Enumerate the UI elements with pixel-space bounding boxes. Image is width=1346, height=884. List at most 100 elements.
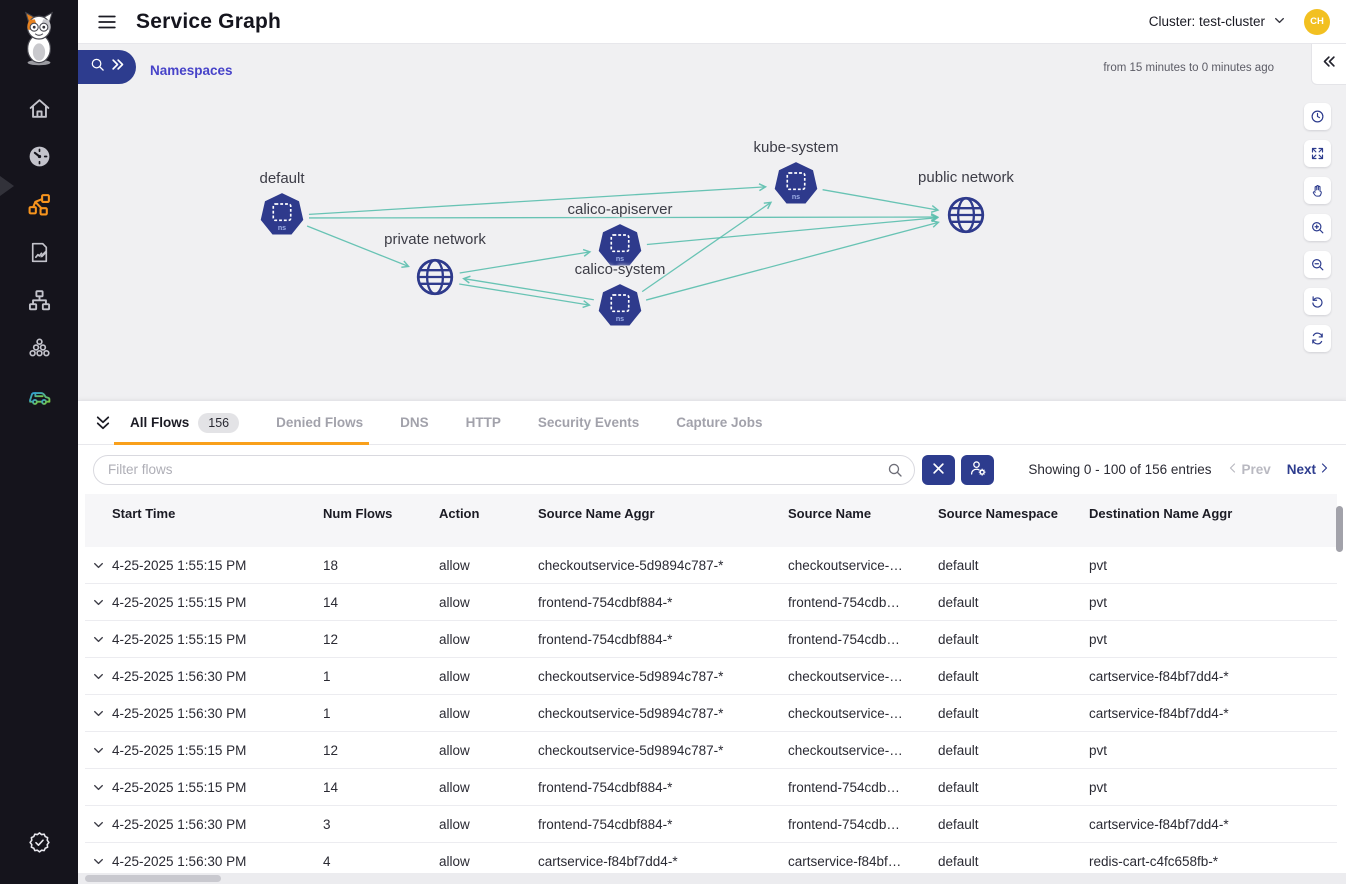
zoom-out-button[interactable] (1304, 251, 1331, 278)
row-expander-icon[interactable] (85, 596, 112, 609)
cell-start-time: 4-25-2025 1:55:15 PM (112, 557, 247, 573)
cell-num-flows: 14 (323, 779, 339, 795)
row-expander-icon[interactable] (85, 559, 112, 572)
column-header-start-time[interactable]: Start Time (112, 506, 176, 521)
row-expander-icon[interactable] (85, 707, 112, 720)
cell-destination-name-aggr: pvt (1089, 742, 1108, 758)
collapse-right-panel-button[interactable] (1311, 44, 1346, 85)
tab-label: Capture Jobs (676, 415, 763, 430)
graph-node-public-network[interactable] (945, 194, 987, 236)
row-expander-icon[interactable] (85, 670, 112, 683)
tab-label: DNS (400, 415, 429, 430)
sidebar-item-reports[interactable] (0, 228, 78, 276)
tab-security-events[interactable]: Security Events (536, 401, 641, 445)
graph-node-calico-apiserver[interactable]: ns (596, 223, 644, 271)
cell-action: allow (439, 853, 470, 869)
breadcrumb[interactable]: Namespaces (150, 63, 233, 78)
cell-num-flows: 3 (323, 816, 331, 832)
sidebar-item-clusters[interactable] (0, 324, 78, 372)
horizontal-scrollbar[interactable] (85, 875, 221, 882)
svg-text:ns: ns (278, 224, 286, 232)
flows-table-header: Start Time Num Flows Action Source Name Agg… (85, 494, 1337, 547)
cell-source-namespace: default (938, 779, 979, 795)
home-icon (27, 96, 52, 121)
tab-label: Denied Flows (276, 415, 364, 430)
chevrons-right-icon (110, 57, 125, 77)
filter-flows-input[interactable] (93, 454, 915, 485)
next-page-button[interactable]: Next (1287, 462, 1330, 477)
zoom-in-button[interactable] (1304, 214, 1331, 241)
flows-tabs-row: All Flows 156 Denied Flows DNS HTTP Security … (78, 401, 1346, 445)
cell-destination-name-aggr: pvt (1089, 557, 1108, 573)
graph-search-button[interactable] (78, 50, 136, 84)
tab-http[interactable]: HTTP (464, 401, 503, 445)
graph-node-default[interactable]: ns (258, 192, 306, 240)
sidebar-item-service-graph[interactable] (0, 180, 78, 228)
tab-dns[interactable]: DNS (398, 401, 431, 445)
cell-start-time: 4-25-2025 1:56:30 PM (112, 705, 247, 721)
graph-toolbar (1304, 103, 1331, 352)
menu-icon[interactable] (96, 11, 118, 33)
column-header-destination-name-aggr[interactable]: Destination Name Aggr (1089, 506, 1233, 521)
tab-all-flows[interactable]: All Flows 156 (113, 401, 370, 445)
reset-layout-button[interactable] (1304, 288, 1331, 315)
sidebar-item-dashboard[interactable] (0, 132, 78, 180)
search-icon[interactable] (887, 462, 903, 478)
cell-start-time: 4-25-2025 1:56:30 PM (112, 853, 247, 869)
graph-node-label-public-network: public network (918, 169, 1014, 186)
column-header-source-name[interactable]: Source Name (788, 506, 872, 521)
graph-node-label-calico-apiserver: calico-apiserver (567, 201, 673, 218)
cell-start-time: 4-25-2025 1:56:30 PM (112, 816, 247, 832)
pan-mode-button[interactable] (1304, 177, 1331, 204)
row-expander-icon[interactable] (85, 855, 112, 868)
user-gear-icon (969, 459, 987, 480)
page-title: Service Graph (136, 9, 282, 33)
row-expander-icon[interactable] (85, 818, 112, 831)
refresh-button[interactable] (1304, 325, 1331, 352)
cluster-selector[interactable]: Cluster: test-cluster (1149, 14, 1286, 30)
cell-num-flows: 12 (323, 631, 339, 647)
column-header-source-namespace[interactable]: Source Namespace (938, 506, 1058, 521)
vertical-scrollbar[interactable] (1336, 506, 1343, 552)
graph-node-kube-system[interactable]: ns (772, 161, 820, 209)
service-graph-canvas: ns default private network ns calico-apiserv… (78, 44, 1346, 884)
sidebar-item-home[interactable] (0, 84, 78, 132)
sidebar-item-image-assurance[interactable] (0, 372, 78, 420)
column-settings-button[interactable] (961, 454, 994, 485)
tab-denied-flows[interactable]: Denied Flows (274, 401, 365, 445)
reports-icon (27, 240, 52, 265)
column-header-num-flows[interactable]: Num Flows (323, 506, 393, 521)
cell-start-time: 4-25-2025 1:55:15 PM (112, 779, 247, 795)
column-header-action[interactable]: Action (439, 506, 480, 521)
collapse-panel-icon[interactable] (94, 413, 114, 433)
sidebar-item-network[interactable] (0, 276, 78, 324)
user-avatar[interactable]: CH (1304, 8, 1330, 35)
cell-action: allow (439, 557, 470, 573)
tab-capture-jobs[interactable]: Capture Jobs (674, 401, 764, 445)
dashboard-icon (27, 144, 52, 169)
fit-to-view-button[interactable] (1304, 140, 1331, 167)
column-header-source-name-aggr[interactable]: Source Name Aggr (538, 506, 655, 521)
calico-cat-logo (18, 6, 60, 72)
row-expander-icon[interactable] (85, 781, 112, 794)
graph-node-private-network[interactable] (414, 256, 456, 298)
graph-edge-kube-system-to-public-network (822, 189, 940, 213)
graph-edge-default-to-public-network (309, 212, 940, 222)
sidebar-item-compliance[interactable] (0, 818, 78, 866)
row-expander-icon[interactable] (85, 633, 112, 646)
cell-destination-name-aggr: cartservice-f84bf7dd4-* (1089, 705, 1229, 721)
cell-source-namespace: default (938, 742, 979, 758)
row-expander-icon[interactable] (85, 744, 112, 757)
hand-icon (1310, 183, 1325, 198)
graph-node-calico-system[interactable]: ns (596, 283, 644, 331)
prev-page-button[interactable]: Prev (1227, 462, 1271, 477)
cell-num-flows: 14 (323, 594, 339, 610)
cell-source-name: checkoutservice-… (788, 668, 903, 684)
undo-icon (1310, 294, 1325, 309)
cluster-icon (27, 336, 52, 361)
time-settings-button[interactable] (1304, 103, 1331, 130)
graph-edges-layer (306, 183, 940, 309)
clock-icon (1310, 109, 1325, 124)
cell-start-time: 4-25-2025 1:55:15 PM (112, 742, 247, 758)
clear-filter-button[interactable] (922, 454, 955, 485)
